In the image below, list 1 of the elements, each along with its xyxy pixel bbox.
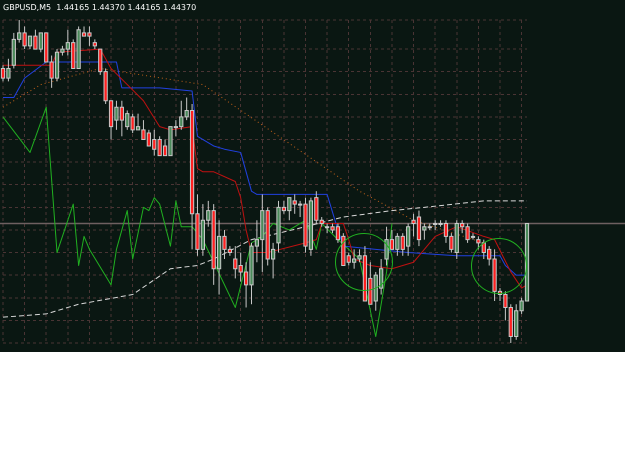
- chart-title: GBPUSD,M5 1.44165 1.44370 1.44165 1.44370: [3, 3, 196, 12]
